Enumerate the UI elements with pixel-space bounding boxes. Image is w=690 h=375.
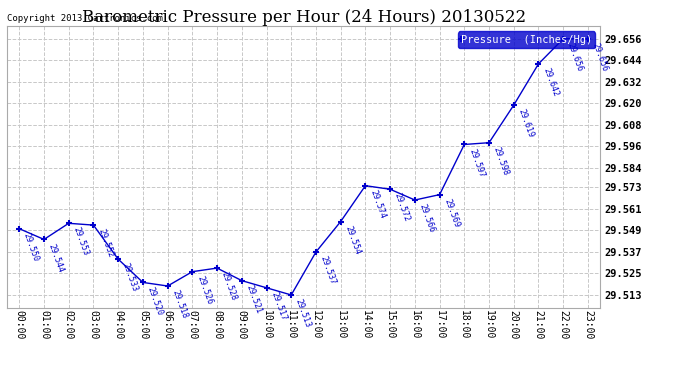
- Legend: Pressure  (Inches/Hg): Pressure (Inches/Hg): [457, 32, 595, 48]
- Text: 29.552: 29.552: [96, 228, 115, 259]
- Text: 29.598: 29.598: [492, 146, 511, 177]
- Text: 29.572: 29.572: [393, 192, 412, 224]
- Pressure  (Inches/Hg): [312, 250, 320, 254]
- Pressure  (Inches/Hg): [237, 278, 246, 283]
- Pressure  (Inches/Hg): [164, 284, 172, 288]
- Text: 29.656: 29.656: [591, 42, 609, 73]
- Text: 29.537: 29.537: [319, 255, 337, 286]
- Pressure  (Inches/Hg): [485, 141, 493, 145]
- Text: 29.642: 29.642: [541, 67, 560, 98]
- Pressure  (Inches/Hg): [584, 36, 592, 41]
- Pressure  (Inches/Hg): [435, 192, 444, 197]
- Text: 29.619: 29.619: [517, 108, 535, 139]
- Text: 29.518: 29.518: [170, 289, 189, 320]
- Pressure  (Inches/Hg): [559, 36, 567, 41]
- Pressure  (Inches/Hg): [386, 187, 394, 192]
- Text: Copyright 2013 Cartronics.com: Copyright 2013 Cartronics.com: [7, 14, 163, 23]
- Pressure  (Inches/Hg): [411, 198, 419, 202]
- Pressure  (Inches/Hg): [139, 280, 147, 285]
- Text: 29.554: 29.554: [344, 224, 362, 255]
- Text: 29.526: 29.526: [195, 274, 214, 306]
- Text: 29.533: 29.533: [121, 262, 139, 293]
- Line: Pressure  (Inches/Hg): Pressure (Inches/Hg): [16, 35, 591, 298]
- Pressure  (Inches/Hg): [287, 293, 295, 297]
- Pressure  (Inches/Hg): [213, 266, 221, 270]
- Pressure  (Inches/Hg): [114, 257, 122, 261]
- Text: 29.544: 29.544: [47, 242, 66, 273]
- Text: 29.569: 29.569: [442, 197, 461, 229]
- Pressure  (Inches/Hg): [188, 269, 197, 274]
- Text: 29.520: 29.520: [146, 285, 164, 316]
- Text: 29.550: 29.550: [22, 231, 41, 263]
- Pressure  (Inches/Hg): [15, 226, 23, 231]
- Text: 29.566: 29.566: [417, 203, 436, 234]
- Text: 29.574: 29.574: [368, 189, 387, 220]
- Title: Barometric Pressure per Hour (24 Hours) 20130522: Barometric Pressure per Hour (24 Hours) …: [81, 9, 526, 26]
- Pressure  (Inches/Hg): [40, 237, 48, 242]
- Text: 29.597: 29.597: [467, 147, 486, 178]
- Text: 29.521: 29.521: [244, 284, 264, 315]
- Pressure  (Inches/Hg): [362, 183, 370, 188]
- Pressure  (Inches/Hg): [262, 285, 270, 290]
- Text: 29.513: 29.513: [294, 298, 313, 329]
- Text: 29.553: 29.553: [72, 226, 90, 257]
- Text: 29.656: 29.656: [566, 42, 584, 73]
- Pressure  (Inches/Hg): [337, 219, 345, 224]
- Pressure  (Inches/Hg): [89, 223, 97, 227]
- Text: 29.517: 29.517: [269, 291, 288, 322]
- Pressure  (Inches/Hg): [460, 142, 469, 147]
- Pressure  (Inches/Hg): [65, 221, 73, 225]
- Text: 29.528: 29.528: [220, 271, 239, 302]
- Pressure  (Inches/Hg): [510, 103, 518, 107]
- Pressure  (Inches/Hg): [534, 62, 542, 66]
